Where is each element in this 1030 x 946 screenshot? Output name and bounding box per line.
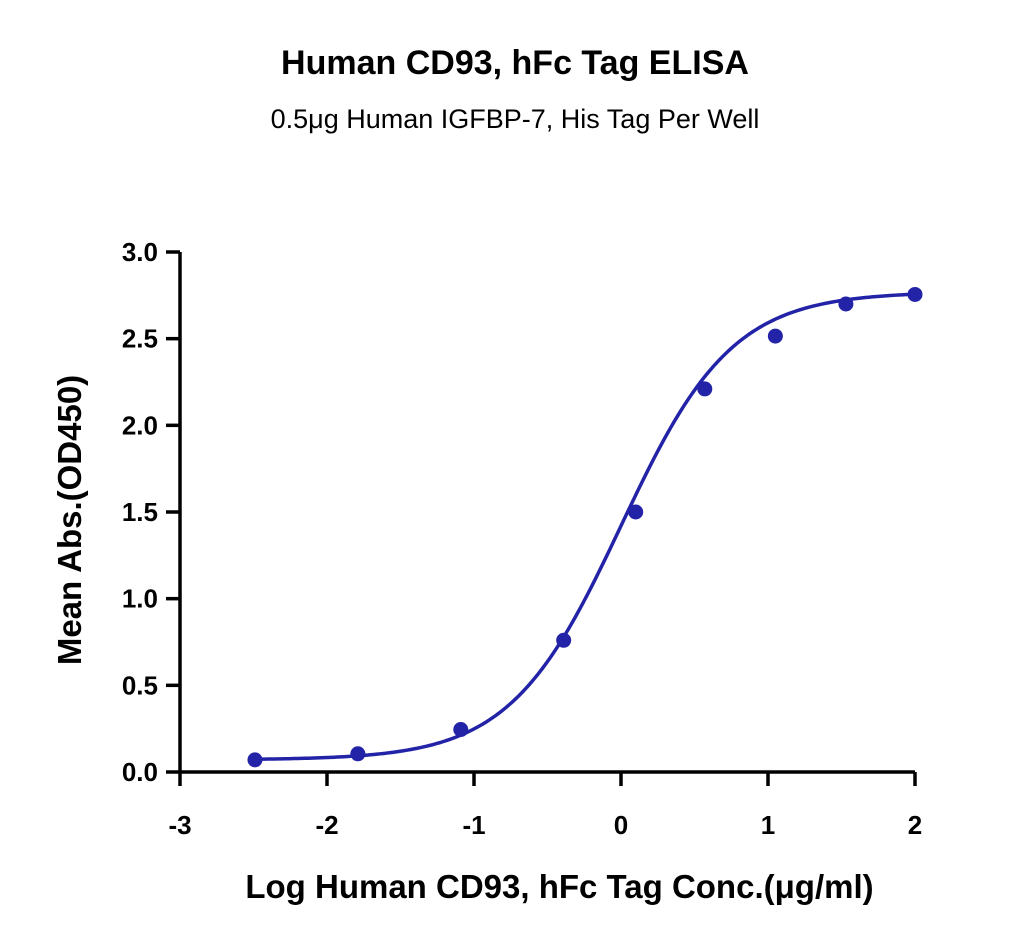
x-tick-label: 1 <box>761 810 775 840</box>
fit-curve <box>254 292 916 761</box>
data-point <box>628 504 644 520</box>
y-tick-label: 1.5 <box>122 497 158 527</box>
x-tick-label: -2 <box>315 810 338 840</box>
y-axis-label: Mean Abs.(OD450) <box>51 375 88 665</box>
data-point <box>247 752 263 768</box>
data-point <box>907 286 923 302</box>
data-point <box>453 722 469 738</box>
y-tick-label: 2.5 <box>122 324 158 354</box>
x-tick-label: 2 <box>908 810 922 840</box>
data-point <box>838 296 854 312</box>
y-tick-label: 0.5 <box>122 670 158 700</box>
y-tick-label: 3.0 <box>122 237 158 267</box>
y-tick-label: 1.0 <box>122 584 158 614</box>
chart-subtitle: 0.5μg Human IGFBP-7, His Tag Per Well <box>270 104 760 134</box>
chart-title: Human CD93, hFc Tag ELISA <box>281 44 749 82</box>
x-axis-label: Log Human CD93, hFc Tag Conc.(μg/ml) <box>245 868 873 905</box>
data-point <box>350 746 366 762</box>
y-tick-label: 0.0 <box>122 757 158 787</box>
data-point <box>697 381 713 397</box>
data-point <box>556 632 572 648</box>
data-point <box>767 328 783 344</box>
x-tick-label: -3 <box>168 810 191 840</box>
y-tick-label: 2.0 <box>122 410 158 440</box>
x-tick-label: -1 <box>462 810 485 840</box>
x-tick-label: 0 <box>614 810 628 840</box>
